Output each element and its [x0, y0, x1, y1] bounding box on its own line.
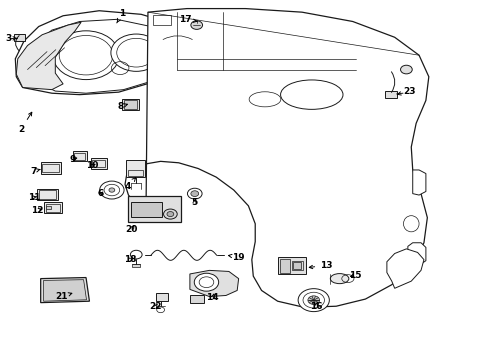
Bar — [122, 99, 139, 110]
Polygon shape — [15, 11, 182, 95]
Bar — [41, 162, 61, 174]
Circle shape — [400, 65, 411, 74]
Text: 14: 14 — [206, 293, 219, 302]
Circle shape — [163, 209, 177, 219]
Bar — [128, 197, 181, 222]
Polygon shape — [41, 278, 89, 303]
Bar — [45, 204, 60, 212]
Circle shape — [194, 273, 218, 291]
Bar — [39, 190, 56, 199]
Polygon shape — [16, 22, 81, 90]
Polygon shape — [27, 19, 172, 93]
Bar — [292, 261, 303, 270]
Circle shape — [109, 188, 115, 192]
Bar — [42, 163, 59, 172]
Circle shape — [111, 34, 161, 71]
Text: 17: 17 — [178, 15, 197, 24]
Text: 22: 22 — [149, 302, 162, 311]
Circle shape — [53, 31, 119, 80]
Bar — [14, 35, 25, 41]
Polygon shape — [189, 270, 238, 297]
Text: 20: 20 — [125, 225, 137, 234]
Circle shape — [190, 21, 202, 30]
Bar — [279, 259, 290, 273]
Text: 6: 6 — [97, 189, 103, 198]
Circle shape — [130, 250, 142, 259]
Text: 21: 21 — [55, 292, 72, 301]
Polygon shape — [125, 9, 428, 307]
Text: 23: 23 — [397, 86, 415, 95]
Bar — [37, 189, 58, 200]
Bar — [45, 206, 51, 210]
Bar — [384, 91, 396, 98]
Circle shape — [307, 296, 319, 305]
Bar — [43, 202, 62, 213]
Bar — [92, 160, 104, 167]
Text: 15: 15 — [349, 270, 361, 279]
Text: 12: 12 — [31, 206, 43, 215]
Circle shape — [298, 289, 329, 312]
Bar — [153, 15, 171, 25]
Bar — [123, 100, 137, 109]
Text: 5: 5 — [191, 198, 198, 207]
Polygon shape — [412, 170, 425, 195]
Bar — [156, 293, 167, 301]
Text: 18: 18 — [123, 255, 136, 264]
Text: 2: 2 — [18, 112, 32, 134]
Text: 8: 8 — [117, 102, 127, 111]
Bar — [293, 262, 301, 269]
Bar — [74, 153, 85, 160]
Bar — [91, 158, 106, 168]
Text: 10: 10 — [86, 161, 99, 170]
Bar — [189, 296, 203, 303]
Bar — [132, 264, 140, 267]
Polygon shape — [43, 280, 86, 301]
Text: 16: 16 — [310, 302, 322, 311]
Ellipse shape — [330, 274, 348, 284]
Text: 13: 13 — [308, 261, 332, 270]
Circle shape — [190, 191, 198, 197]
Text: 7: 7 — [31, 167, 40, 176]
Bar — [73, 151, 87, 161]
Polygon shape — [386, 249, 423, 288]
Text: 9: 9 — [69, 155, 77, 164]
Bar — [277, 257, 305, 274]
Bar — [126, 160, 145, 177]
Text: 19: 19 — [228, 253, 244, 262]
Text: 11: 11 — [27, 193, 40, 202]
Text: 3: 3 — [5, 34, 17, 43]
Text: 4: 4 — [124, 178, 135, 191]
Circle shape — [166, 212, 173, 217]
Text: 1: 1 — [117, 9, 125, 23]
Bar — [131, 202, 161, 217]
Bar — [128, 170, 143, 176]
Polygon shape — [407, 243, 425, 265]
